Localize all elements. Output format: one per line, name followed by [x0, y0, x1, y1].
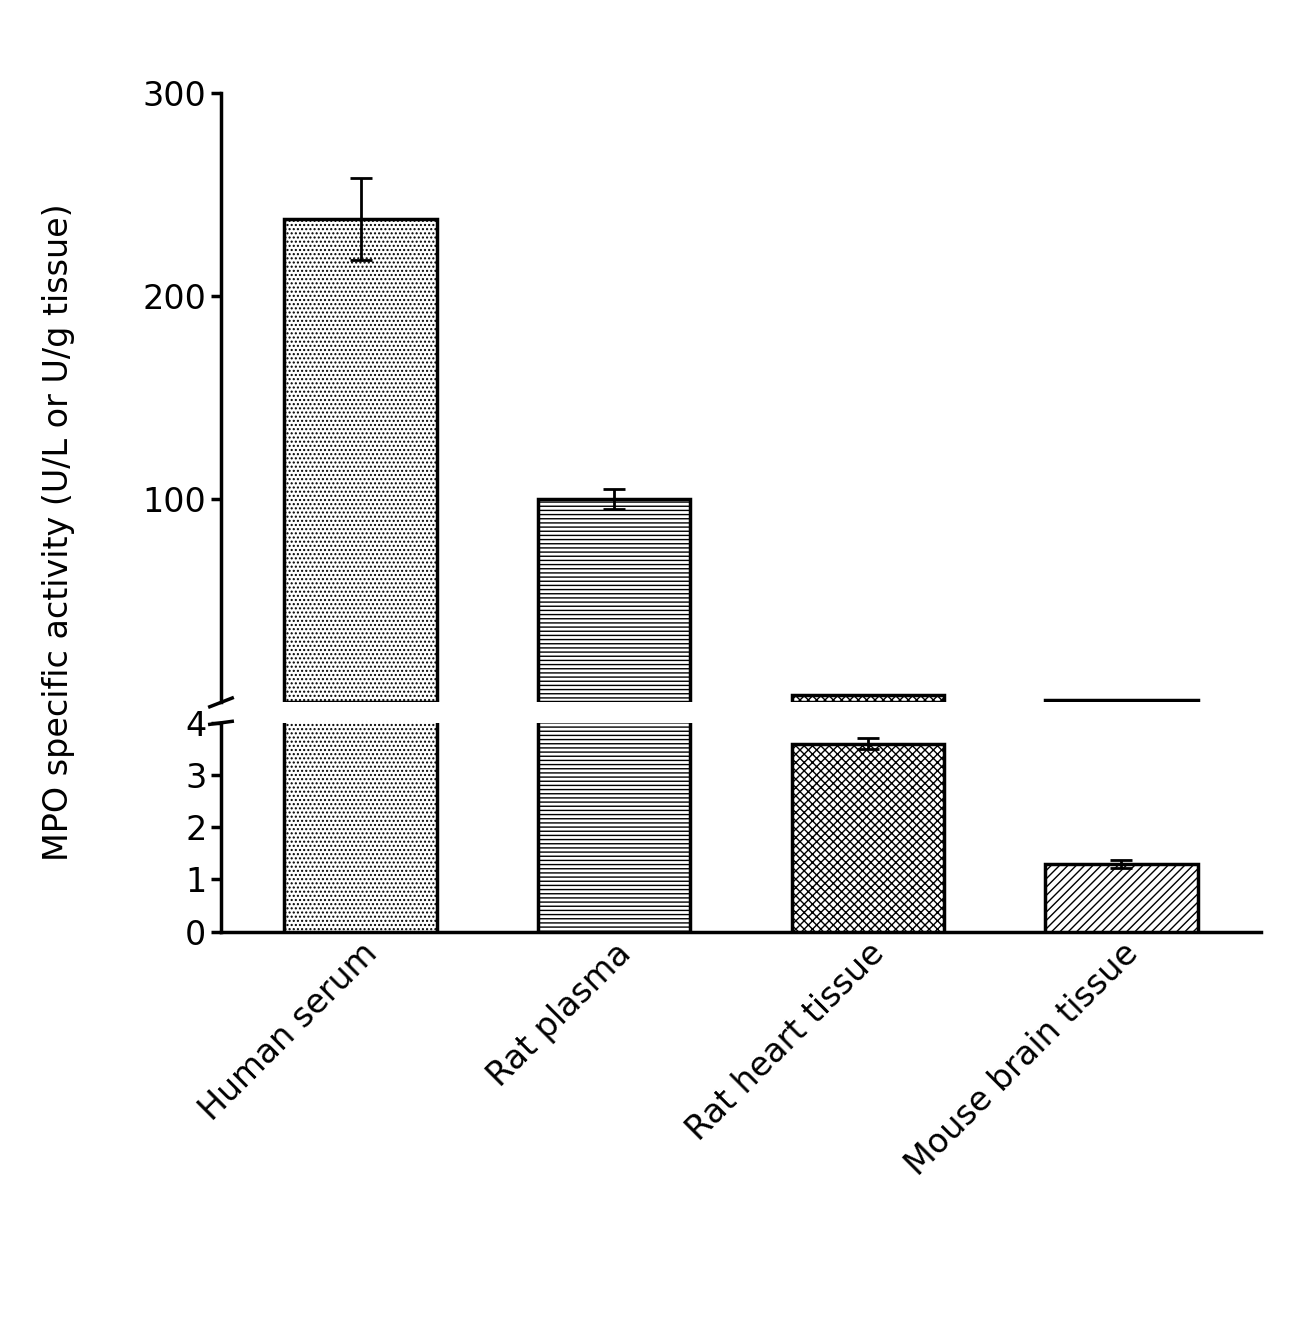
Bar — [538, 499, 690, 703]
Bar — [792, 695, 944, 703]
Bar — [538, 0, 690, 932]
Bar — [285, 0, 437, 932]
Text: MPO specific activity (U/L or U/g tissue): MPO specific activity (U/L or U/g tissue… — [42, 204, 75, 861]
Bar — [1045, 864, 1197, 932]
Bar — [1045, 700, 1197, 703]
Bar — [285, 220, 437, 703]
Bar — [792, 744, 944, 932]
